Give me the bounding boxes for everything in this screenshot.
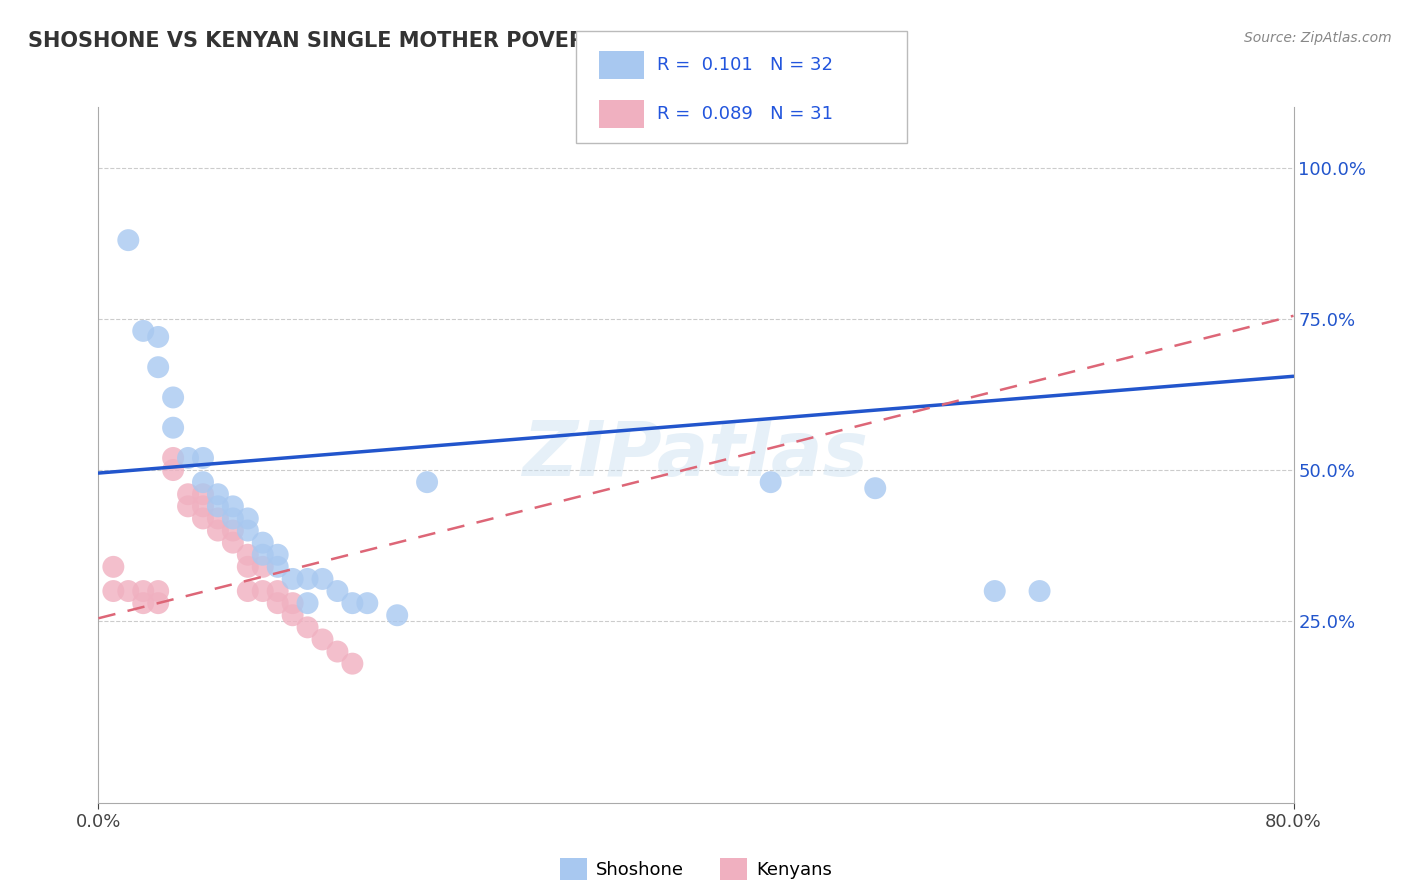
Point [191,487,214,501]
Point [297,620,319,634]
Point [267,559,290,574]
Point [148,596,170,610]
Point [865,481,887,495]
Point [207,487,229,501]
Point [222,524,245,538]
Point [191,475,214,490]
Point [207,500,229,514]
Point [148,360,170,375]
Point [297,596,319,610]
Legend: Shoshone, Kenyans: Shoshone, Kenyans [553,851,839,888]
Point [132,324,155,338]
Point [103,584,125,599]
Point [252,559,274,574]
Point [342,596,364,610]
Point [148,330,170,344]
Point [267,548,290,562]
Point [267,584,290,599]
Point [177,500,200,514]
Point [222,511,245,525]
Point [207,511,229,525]
Point [162,420,184,434]
Point [162,450,184,465]
Point [236,559,259,574]
Point [132,596,155,610]
Point [236,524,259,538]
Point [191,500,214,514]
Point [177,450,200,465]
Point [416,475,439,490]
Point [117,584,139,599]
Point [759,475,782,490]
Text: ZIPatlas: ZIPatlas [523,418,869,491]
Point [162,463,184,477]
Point [311,632,333,647]
Point [281,608,304,623]
Point [311,572,333,586]
Point [385,608,409,623]
Point [103,559,125,574]
Point [207,524,229,538]
Point [117,233,139,247]
Point [326,584,349,599]
Text: SHOSHONE VS KENYAN SINGLE MOTHER POVERTY CORRELATION CHART: SHOSHONE VS KENYAN SINGLE MOTHER POVERTY… [28,31,870,51]
Point [236,548,259,562]
Point [1028,584,1050,599]
Point [984,584,1007,599]
Point [281,596,304,610]
Point [342,657,364,671]
Point [191,511,214,525]
Point [236,511,259,525]
Point [281,572,304,586]
Point [162,391,184,405]
Point [148,584,170,599]
Point [252,535,274,549]
Point [267,596,290,610]
Point [252,584,274,599]
Text: Source: ZipAtlas.com: Source: ZipAtlas.com [1244,31,1392,45]
Point [297,572,319,586]
Point [177,487,200,501]
Point [191,450,214,465]
Point [222,535,245,549]
Point [236,584,259,599]
Point [222,500,245,514]
Point [132,584,155,599]
Point [252,548,274,562]
Point [326,644,349,658]
Point [356,596,378,610]
Text: R =  0.101   N = 32: R = 0.101 N = 32 [657,56,832,74]
Text: R =  0.089   N = 31: R = 0.089 N = 31 [657,105,832,123]
